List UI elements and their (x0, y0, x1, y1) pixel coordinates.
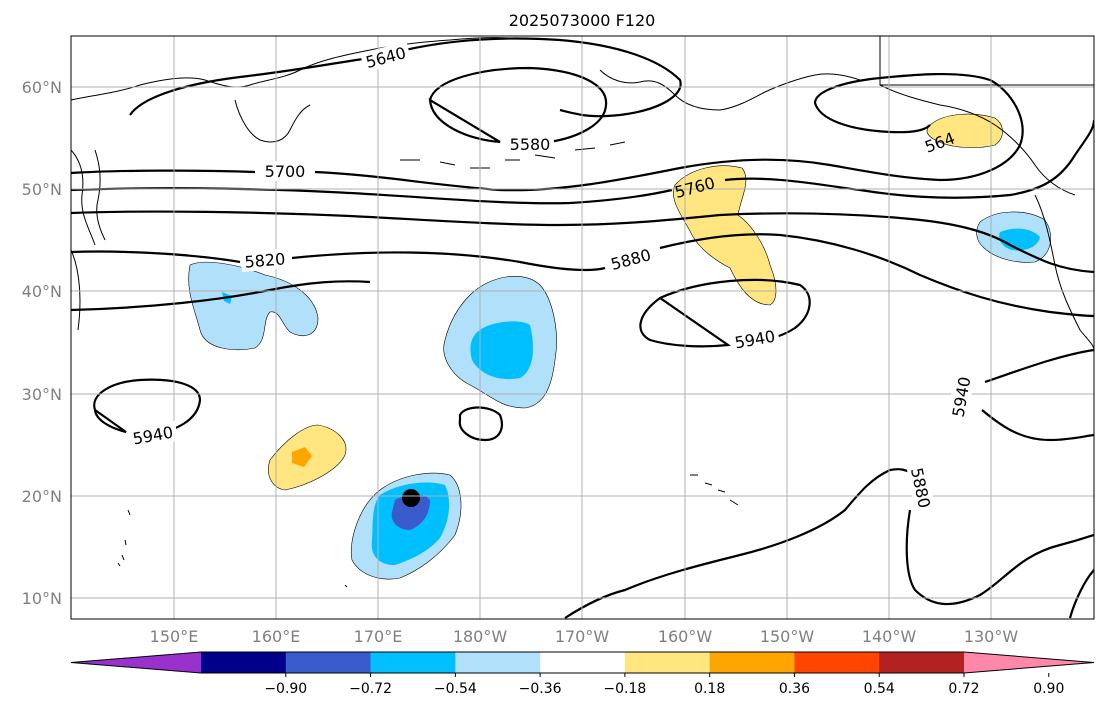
contour-label: 5940 (131, 423, 174, 449)
lon-tick-label: 130°W (964, 627, 1019, 646)
map-area: 5640 5580 5700 5760 5820 5880 (71, 36, 1094, 619)
lat-tick-label: 10°N (22, 589, 62, 608)
colorbar-swatch (285, 652, 372, 673)
graticule (71, 36, 1094, 619)
colorbar: −0.90 −0.72 −0.54 −0.36 −0.18 0.18 0.36 0.54 0.7… (70, 651, 1095, 697)
contour-label: 5880 (609, 245, 653, 274)
lon-tick-label: 150°W (760, 627, 815, 646)
colorbar-swatch (455, 652, 541, 673)
negative-anomaly-region (188, 261, 319, 350)
storm-center-dot (402, 489, 420, 507)
lon-tick-label: 160°E (252, 627, 301, 646)
colorbar-tick-label: −0.72 (349, 681, 392, 697)
coastlines (71, 36, 1094, 588)
colorbar-tick-label: −0.18 (603, 681, 646, 697)
lon-tick-label: 180°W (453, 627, 508, 646)
lon-axis: 150°E 160°E 170°E 180°W 170°W 160°W 150°… (150, 627, 1019, 646)
colorbar-tick-label: −0.90 (264, 681, 307, 697)
colorbar-swatch (201, 652, 287, 673)
height-contours (71, 37, 1094, 619)
colorbar-swatch (370, 652, 456, 673)
lat-tick-label: 60°N (22, 78, 62, 97)
lon-tick-label: 140°W (862, 627, 917, 646)
colorbar-tick-label: 0.90 (1033, 681, 1064, 697)
lat-tick-label: 20°N (22, 487, 62, 506)
colorbar-swatch (709, 652, 795, 673)
colorbar-swatch (540, 652, 626, 673)
positive-anomaly-region (926, 113, 1003, 149)
lat-tick-label: 50°N (22, 180, 62, 199)
colorbar-swatch (794, 652, 880, 673)
contour-label: 5820 (244, 249, 286, 271)
map-frame (70, 35, 1095, 620)
colorbar-tick-label: −0.54 (434, 681, 477, 697)
contour-labels: 5640 5580 5700 5760 5820 5880 (127, 41, 976, 514)
lon-tick-label: 170°W (555, 627, 610, 646)
colorbar-extend-low (71, 652, 201, 673)
lat-tick-label: 30°N (22, 385, 62, 404)
lon-tick-label: 150°E (150, 627, 199, 646)
colorbar-tick-label: 0.18 (694, 681, 725, 697)
colorbar-swatch (879, 652, 965, 673)
colorbar-tick-label: 0.54 (864, 681, 895, 697)
colorbar-swatch (624, 652, 711, 673)
colorbar-outline (70, 651, 1095, 674)
negative-anomaly-core (470, 321, 533, 380)
figure-title: 2025073000 F120 (509, 11, 656, 30)
positive-anomaly-core (292, 447, 312, 467)
negative-anomaly-strong (391, 494, 430, 530)
contour-label: 5580 (510, 135, 551, 154)
lat-axis: 60°N 50°N 40°N 30°N 20°N 10°N (22, 78, 62, 608)
colorbar-extend-high (964, 652, 1094, 673)
lat-tick-label: 40°N (22, 282, 62, 301)
colorbar-tick-label: 0.36 (779, 681, 810, 697)
contour-label: 5940 (733, 327, 776, 353)
contour-label: 5640 (364, 43, 408, 72)
contour-label: 5880 (907, 466, 934, 510)
colorbar-tick-label: 0.72 (948, 681, 979, 697)
lon-tick-label: 170°E (354, 627, 403, 646)
contour-label: 5700 (265, 162, 306, 181)
contour-label: 5940 (949, 375, 975, 418)
colorbar-tick-label: −0.36 (519, 681, 562, 697)
lon-tick-label: 160°W (658, 627, 713, 646)
